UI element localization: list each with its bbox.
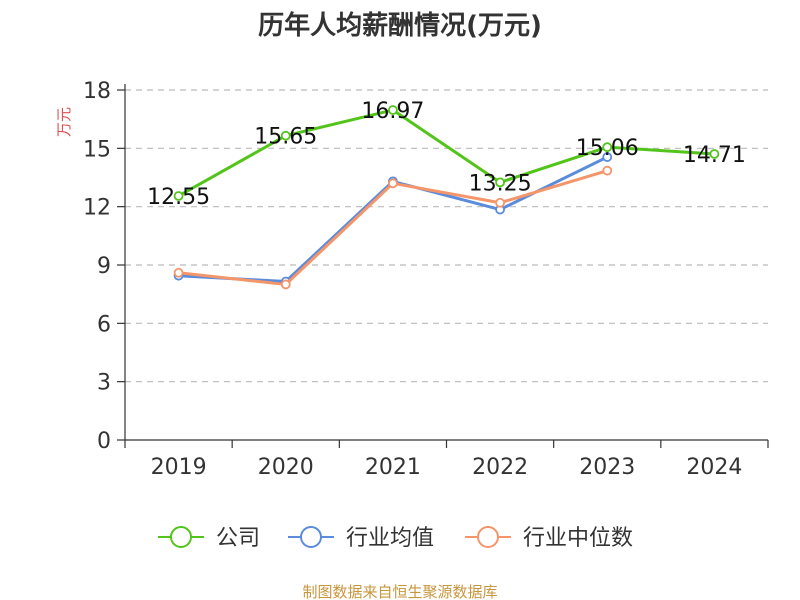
gridlines [125, 89, 768, 383]
data-point [709, 149, 720, 159]
data-label: 13.25 [469, 171, 532, 196]
source-note: 制图数据来自恒生聚源数据库 [302, 583, 497, 600]
data-label: 16.97 [361, 99, 424, 124]
legend-label: 公司 [216, 526, 260, 551]
series-line [177, 108, 715, 198]
y-tick-label: 15 [83, 137, 111, 162]
x-tick-label: 2024 [686, 455, 742, 480]
axes: 0 3 6 9 12 15 18 2019 2020 2021 2022 2023 2024 [83, 79, 769, 480]
legend-label: 行业均值 [346, 526, 434, 551]
data-point [173, 267, 184, 278]
data-point [602, 152, 613, 162]
legend-marker [170, 526, 192, 548]
x-tick-label: 2019 [151, 455, 207, 480]
y-tick-label: 9 [97, 254, 111, 279]
data-labels: 12.55 15.65 16.97 13.25 15.06 14.71 [147, 99, 746, 210]
y-tick-label: 6 [97, 312, 111, 337]
data-point [388, 178, 398, 189]
series-group [173, 105, 720, 290]
x-tick-label: 2023 [579, 455, 635, 480]
legend: 公司 行业均值 行业中位数 [158, 526, 633, 551]
data-label: 12.55 [147, 185, 210, 210]
chart-title: 历年人均薪酬情况(万元) [258, 10, 542, 41]
data-point [495, 197, 505, 208]
x-tick-label: 2022 [472, 455, 528, 480]
data-point [495, 177, 505, 188]
series-line [178, 155, 608, 284]
data-point [602, 165, 613, 176]
y-tick-label: 3 [97, 371, 111, 396]
data-point [602, 142, 613, 153]
legend-marker [477, 526, 499, 548]
data-point [280, 279, 291, 290]
y-tick-label: 18 [83, 79, 111, 104]
y-tick-label: 12 [83, 196, 111, 221]
legend-label: 行业中位数 [523, 526, 633, 551]
data-label: 14.71 [683, 143, 746, 168]
y-tick-label: 0 [97, 429, 111, 454]
data-label: 15.65 [254, 125, 317, 150]
x-tick-label: 2021 [365, 455, 421, 480]
y-axis-label: 万元 [55, 107, 73, 137]
data-point [280, 130, 291, 141]
x-tick-label: 2020 [258, 455, 314, 480]
data-point [388, 105, 398, 115]
legend-marker [300, 526, 322, 548]
data-point [173, 191, 184, 201]
data-label: 15.06 [576, 136, 639, 161]
